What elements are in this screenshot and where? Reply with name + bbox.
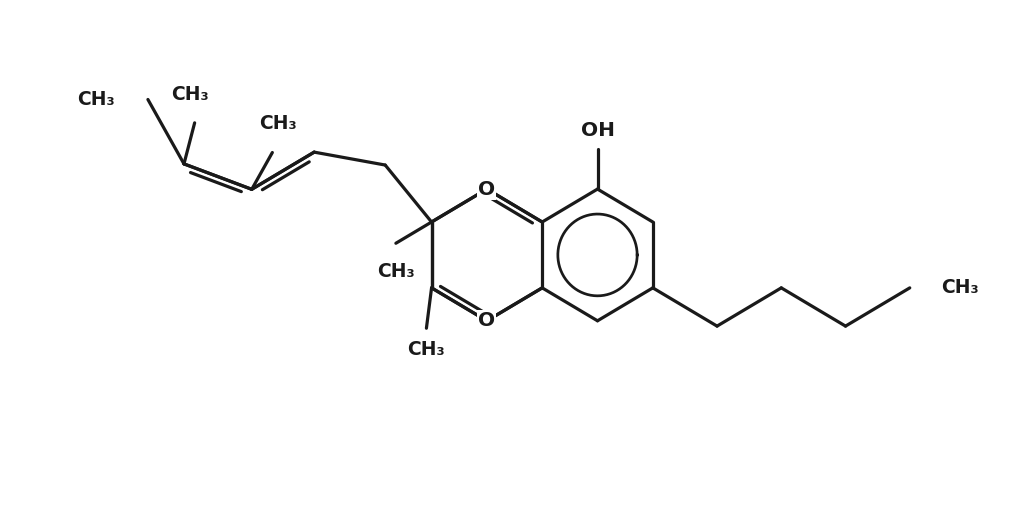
Text: O: O (478, 311, 496, 330)
Text: CH₃: CH₃ (259, 114, 296, 134)
Text: OH: OH (581, 121, 614, 140)
Text: CH₃: CH₃ (377, 262, 415, 282)
Text: CH₃: CH₃ (78, 90, 115, 109)
Text: O: O (478, 180, 496, 199)
Text: CH₃: CH₃ (171, 84, 208, 104)
Text: CH₃: CH₃ (941, 279, 978, 297)
Text: CH₃: CH₃ (408, 340, 445, 359)
